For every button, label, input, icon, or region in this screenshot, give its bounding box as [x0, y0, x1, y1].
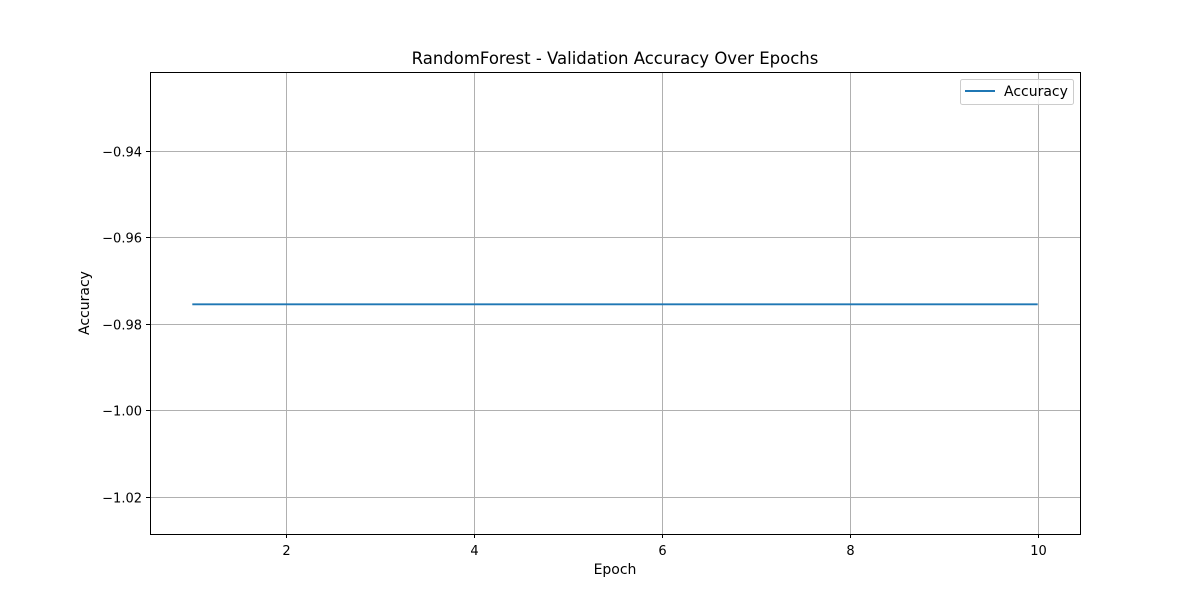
- y-tick-label: −1.02: [102, 492, 142, 507]
- grid: [150, 72, 1080, 534]
- x-tick-label: 4: [470, 544, 478, 559]
- y-tick-label: −1.00: [102, 405, 142, 420]
- plot-frame: [150, 72, 1081, 535]
- y-tick-label: −0.94: [102, 146, 142, 161]
- y-tick-label: −0.98: [102, 319, 142, 334]
- y-tick-label: −0.96: [102, 232, 142, 247]
- axis-ticks: 2 4 6 8 10 −0.94 −0.96 −0.98 −1.00 −1.02: [102, 146, 1047, 560]
- legend-label: Accuracy: [1004, 84, 1068, 100]
- x-tick-label: 10: [1030, 544, 1047, 559]
- x-tick-label: 6: [658, 544, 666, 559]
- x-tick-label: 8: [846, 544, 854, 559]
- legend: Accuracy: [960, 79, 1074, 105]
- x-tick-label: 2: [282, 544, 290, 559]
- y-axis-label: Accuracy: [77, 271, 93, 335]
- x-axis-label: Epoch: [594, 562, 637, 578]
- legend-box: [960, 79, 1074, 105]
- chart-title: RandomForest - Validation Accuracy Over …: [412, 49, 819, 68]
